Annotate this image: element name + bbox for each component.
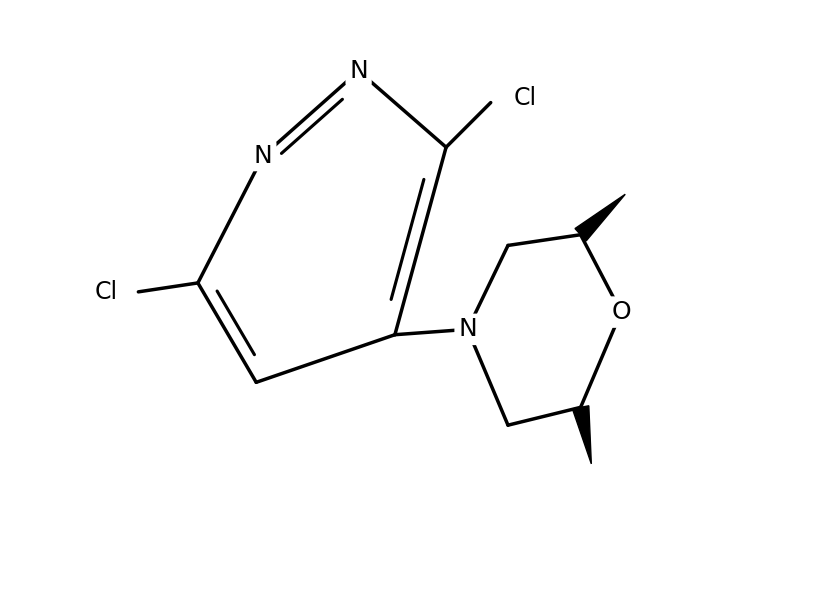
- Text: Cl: Cl: [95, 280, 118, 304]
- Text: N: N: [458, 318, 477, 341]
- Polygon shape: [573, 406, 592, 464]
- Text: Cl: Cl: [513, 86, 536, 110]
- Text: O: O: [611, 300, 631, 324]
- Text: N: N: [254, 144, 273, 167]
- Text: N: N: [349, 59, 368, 83]
- Polygon shape: [575, 194, 625, 241]
